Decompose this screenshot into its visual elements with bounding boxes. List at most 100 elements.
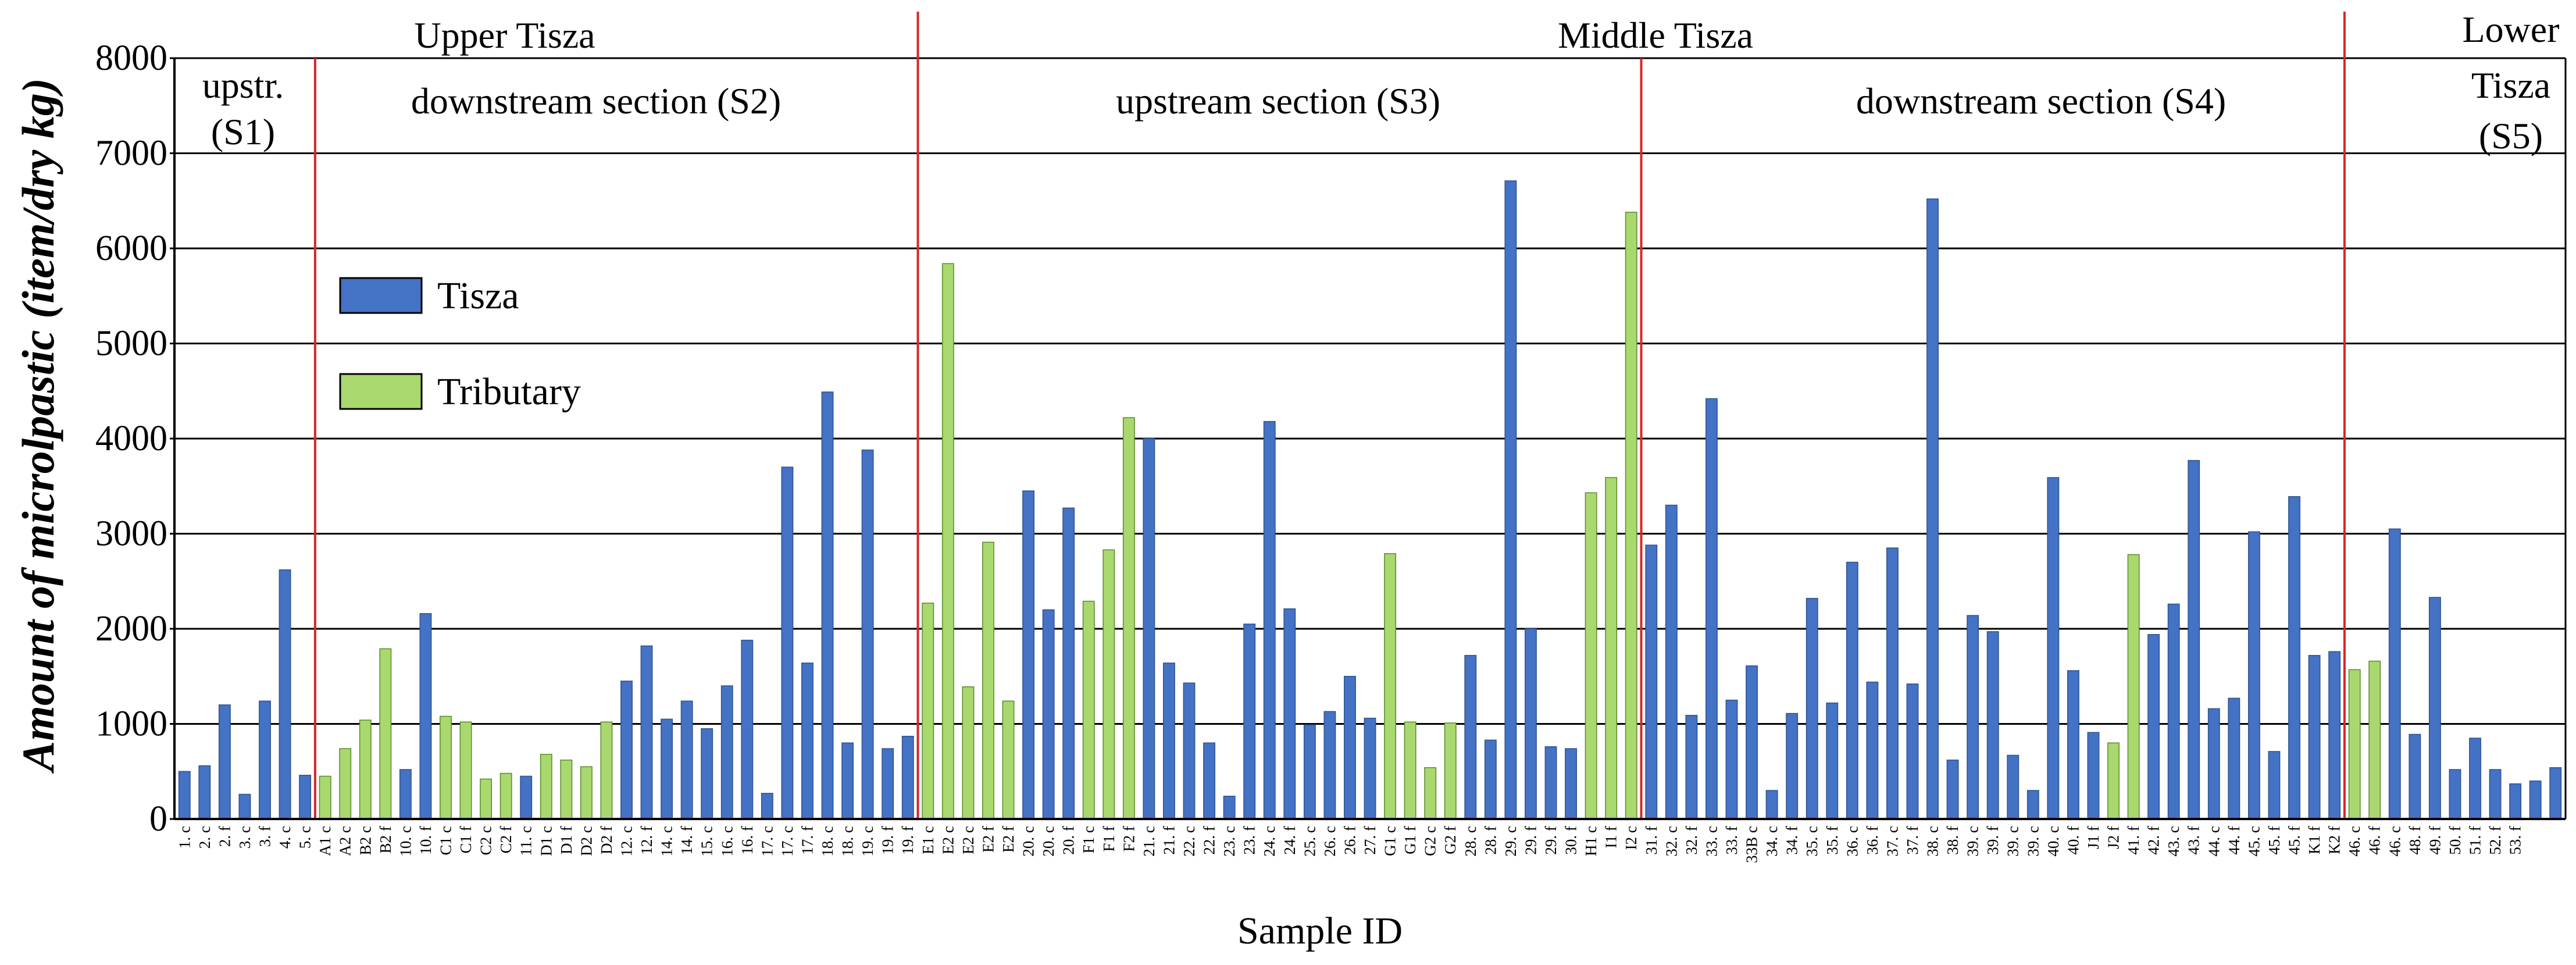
x-tick-label: K1 f — [2306, 826, 2323, 854]
bar-tisza — [2388, 528, 2401, 820]
bar-tisza — [1786, 713, 1799, 820]
x-tick-label: 28. f — [1482, 826, 1499, 855]
x-tick-label: I1 f — [1603, 826, 1620, 848]
bar-tributary — [1424, 767, 1437, 820]
x-tick-label: J1 f — [2085, 826, 2102, 849]
bar-tisza — [1544, 746, 1557, 820]
x-tick-label: F2 f — [1120, 826, 1137, 852]
bar-tributary — [2107, 742, 2120, 820]
bar-tisza — [1665, 504, 1678, 820]
x-tick-label: 14. f — [678, 826, 695, 855]
x-tick-label: 23. f — [1241, 826, 1258, 855]
bar-tisza — [1303, 724, 1316, 820]
bar-tisza — [640, 645, 653, 820]
bar-tisza — [821, 391, 834, 820]
x-tick-label: 37. f — [1904, 826, 1921, 855]
bar-tisza — [781, 467, 794, 820]
bar-tisza — [1484, 739, 1497, 820]
x-tick-label: 20. f — [1060, 826, 1078, 855]
bar-tisza — [2549, 767, 2562, 820]
x-tick-label: 25. c — [1301, 826, 1318, 857]
x-tick-label: G1 f — [1401, 826, 1419, 854]
bar-tisza — [841, 742, 854, 820]
x-tick-label: 36. c — [1843, 826, 1861, 857]
x-tick-label: G2 f — [1442, 826, 1459, 854]
bar-tisza — [299, 775, 312, 820]
x-tick-label: 19. f — [899, 826, 916, 855]
x-tick-label: 34. f — [1783, 826, 1801, 855]
y-tick-label: 8000 — [95, 38, 167, 78]
bar-tributary — [1585, 492, 1597, 820]
x-axis-title: Sample ID — [1237, 910, 1403, 952]
x-tick-label: C2 f — [497, 826, 515, 853]
x-tick-label: 43. c — [2165, 826, 2182, 857]
x-tick-label: 39. f — [1984, 826, 2001, 855]
x-tick-label: 19. c — [859, 826, 876, 857]
bar-tributary — [560, 759, 573, 820]
bar-tributary — [941, 263, 954, 820]
x-tick-label: 3. c — [236, 826, 254, 849]
x-tick-label: D1 c — [537, 826, 555, 856]
x-tick-label: 30. f — [1562, 826, 1580, 855]
x-tick-label: 44. f — [2225, 826, 2243, 855]
bar-tisza — [2047, 477, 2060, 820]
bar-tisza — [1746, 665, 1758, 820]
x-tick-label: 12. c — [618, 826, 635, 857]
bar-tisza — [419, 613, 432, 820]
x-tick-label: E2 f — [1000, 826, 1017, 853]
x-tick-label: F1 c — [1080, 826, 1097, 853]
bar-tributary — [339, 748, 352, 820]
x-tick-label: 10. f — [417, 826, 434, 855]
bar-tisza — [1263, 421, 1276, 820]
x-tick-label: D1 f — [558, 826, 575, 854]
bar-tisza — [1926, 198, 1939, 820]
x-tick-label: 37. c — [1883, 826, 1901, 857]
bar-tisza — [1022, 490, 1034, 820]
bar-tisza — [1645, 544, 1658, 820]
bar-tisza — [2529, 780, 2542, 820]
x-tick-label: 51. f — [2467, 826, 2484, 855]
bar-tisza — [2489, 769, 2502, 820]
bar-tisza — [2509, 783, 2522, 820]
bar-tributary — [1002, 700, 1015, 820]
x-tick-label: J2 f — [2105, 826, 2122, 849]
bar-tributary — [600, 721, 613, 820]
bar-tisza — [520, 775, 533, 820]
section-label-s4: downstream section (S4) — [1856, 80, 2226, 122]
bar-tisza — [1806, 597, 1818, 820]
x-tick-label: 46. c — [2386, 826, 2403, 857]
x-tick-label: 21. f — [1160, 826, 1178, 855]
x-tick-label: 1. c — [176, 826, 193, 849]
x-tick-label: C2 c — [477, 826, 495, 855]
bar-tisza — [2268, 751, 2281, 820]
x-tick-label: 32. c — [1662, 826, 1680, 857]
y-tick-label: 6000 — [95, 229, 167, 268]
y-tick-label: 7000 — [95, 134, 167, 173]
x-tick-label: 32. f — [1683, 826, 1700, 855]
bar-tisza — [198, 765, 211, 820]
bar-tisza — [218, 704, 231, 820]
bar-tisza — [2469, 738, 2481, 820]
x-tick-label: 38. c — [1924, 826, 1942, 857]
bar-tisza — [1866, 681, 1879, 820]
bar-tisza — [1344, 676, 1356, 820]
x-tick-label: 21. c — [1140, 826, 1158, 857]
bar-tisza — [2207, 708, 2220, 820]
bar-tributary — [459, 721, 472, 820]
bar-tributary — [540, 754, 552, 820]
x-tick-label: 16. f — [738, 826, 756, 855]
x-tick-label: A1 c — [316, 826, 334, 856]
x-tick-label: 24. f — [1281, 826, 1298, 855]
x-tick-label: 50. f — [2446, 826, 2464, 855]
bar-tisza — [399, 769, 412, 820]
bar-tisza — [1364, 717, 1376, 820]
region-label-lower-line2: Tisza — [2471, 65, 2550, 106]
region-dividers — [313, 12, 2346, 819]
x-tick-label: 34. c — [1763, 826, 1781, 857]
bar-tributary — [982, 542, 994, 820]
x-tick-label: 22. f — [1201, 826, 1218, 855]
x-tick-label: 40. f — [2064, 826, 2082, 855]
legend-label-tributary: Tributary — [437, 371, 581, 413]
bar-tisza — [2167, 603, 2180, 820]
